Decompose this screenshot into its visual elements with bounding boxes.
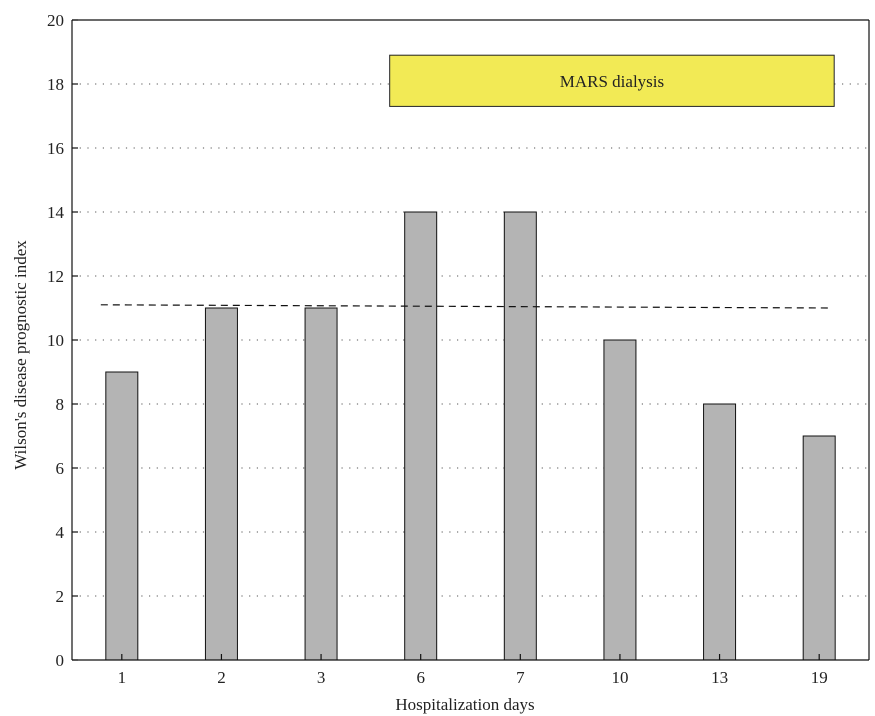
mars-dialysis-box [389, 54, 835, 107]
x-tick-label: 19 [811, 668, 828, 687]
axes [71, 19, 870, 661]
y-axis-title: Wilson's disease prognostic index [11, 240, 30, 470]
y-tick-label: 8 [56, 395, 65, 414]
bars [105, 211, 836, 661]
bar-6 [404, 211, 438, 661]
y-tick-label: 4 [56, 523, 65, 542]
bar-10 [603, 339, 637, 661]
y-tick-label: 18 [47, 75, 64, 94]
x-tick-label: 7 [516, 668, 525, 687]
x-tick-label: 3 [317, 668, 326, 687]
y-tick-label: 6 [56, 459, 65, 478]
x-tick-label: 13 [711, 668, 728, 687]
bar-1 [105, 371, 139, 661]
y-tick-label: 0 [56, 651, 65, 670]
y-tick-label: 2 [56, 587, 65, 606]
bar-13 [703, 403, 737, 661]
y-tick-label: 10 [47, 331, 64, 350]
x-tick-label: 10 [611, 668, 628, 687]
grid-lines [72, 83, 869, 597]
annotation-layer: MARS dialysis [389, 54, 835, 107]
bar-3 [304, 307, 338, 661]
bar-2 [204, 307, 238, 661]
y-tick-label: 12 [47, 267, 64, 286]
x-axis-title: Hospitalization days [395, 695, 534, 714]
reference-line-layer [100, 304, 831, 309]
reference-line [100, 304, 831, 309]
y-tick-label: 14 [47, 203, 65, 222]
mars-dialysis-label: MARS dialysis [560, 72, 664, 91]
y-tick-label: 20 [47, 11, 64, 30]
bar-7 [503, 211, 537, 661]
x-tick-label: 2 [217, 668, 226, 687]
x-tick-label: 6 [416, 668, 425, 687]
bar-19 [802, 435, 836, 661]
y-tick-label: 16 [47, 139, 64, 158]
x-tick-label: 1 [118, 668, 127, 687]
